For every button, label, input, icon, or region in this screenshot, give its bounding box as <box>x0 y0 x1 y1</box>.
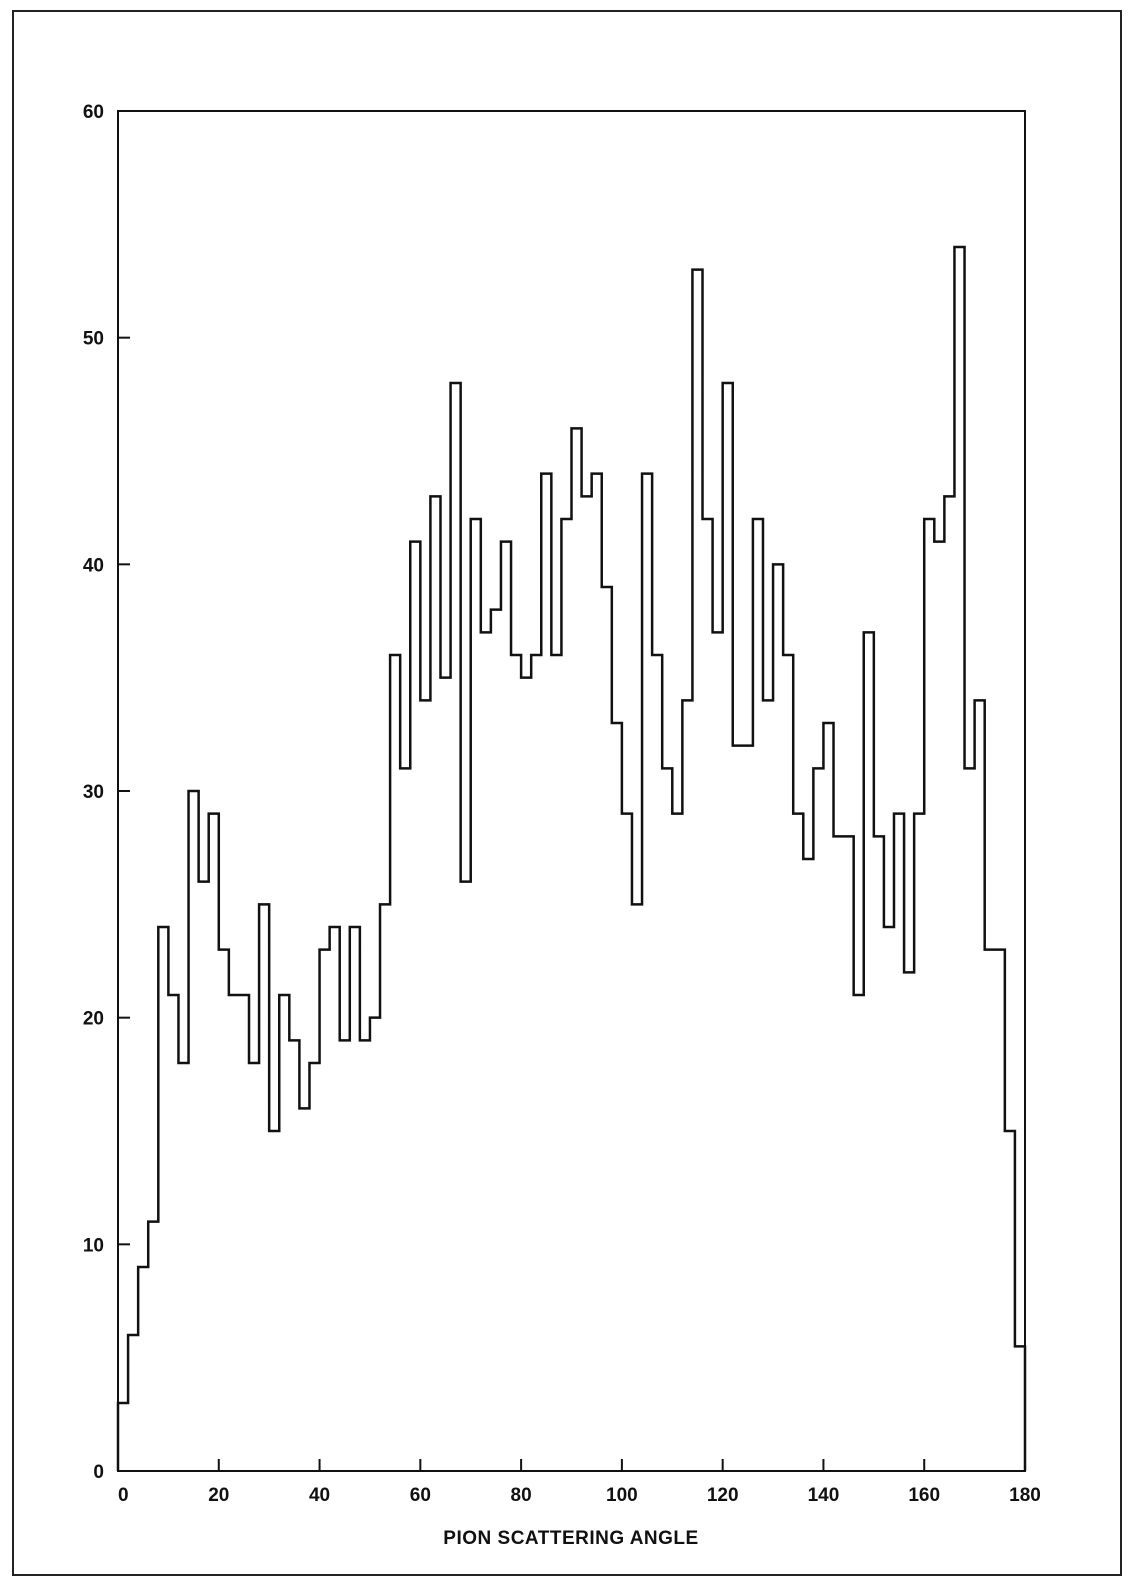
plot-frame <box>117 110 1026 1472</box>
y-tick-label: 0 <box>93 1462 104 1483</box>
page-frame <box>12 10 1122 1576</box>
y-tick-label: 20 <box>83 1009 104 1030</box>
y-tick-label: 50 <box>83 329 104 350</box>
x-axis-title: PION SCATTERING ANGLE <box>443 1528 698 1549</box>
y-tick-label: 10 <box>83 1235 104 1256</box>
y-tick-label: 30 <box>83 782 104 803</box>
x-tick-label: 180 <box>1009 1485 1041 1506</box>
x-tick-label: 80 <box>511 1485 532 1506</box>
x-tick-label: 120 <box>707 1485 739 1506</box>
y-tick-label: 40 <box>83 555 104 576</box>
x-tick-label: 60 <box>410 1485 431 1506</box>
x-tick-label: 0 <box>118 1485 129 1506</box>
x-tick-label: 160 <box>908 1485 940 1506</box>
x-tick-label: 40 <box>309 1485 330 1506</box>
histogram-series-line <box>116 245 1027 1471</box>
x-axis-ticks: 0 20 40 60 80 100 120 140 160 180 <box>117 1459 1041 1506</box>
x-tick-label: 20 <box>208 1485 229 1506</box>
y-tick-label: 60 <box>83 102 104 123</box>
x-tick-label: 100 <box>606 1485 638 1506</box>
y-axis-ticks: 0 10 20 30 40 50 60 <box>83 102 130 1483</box>
x-tick-label: 140 <box>808 1485 840 1506</box>
